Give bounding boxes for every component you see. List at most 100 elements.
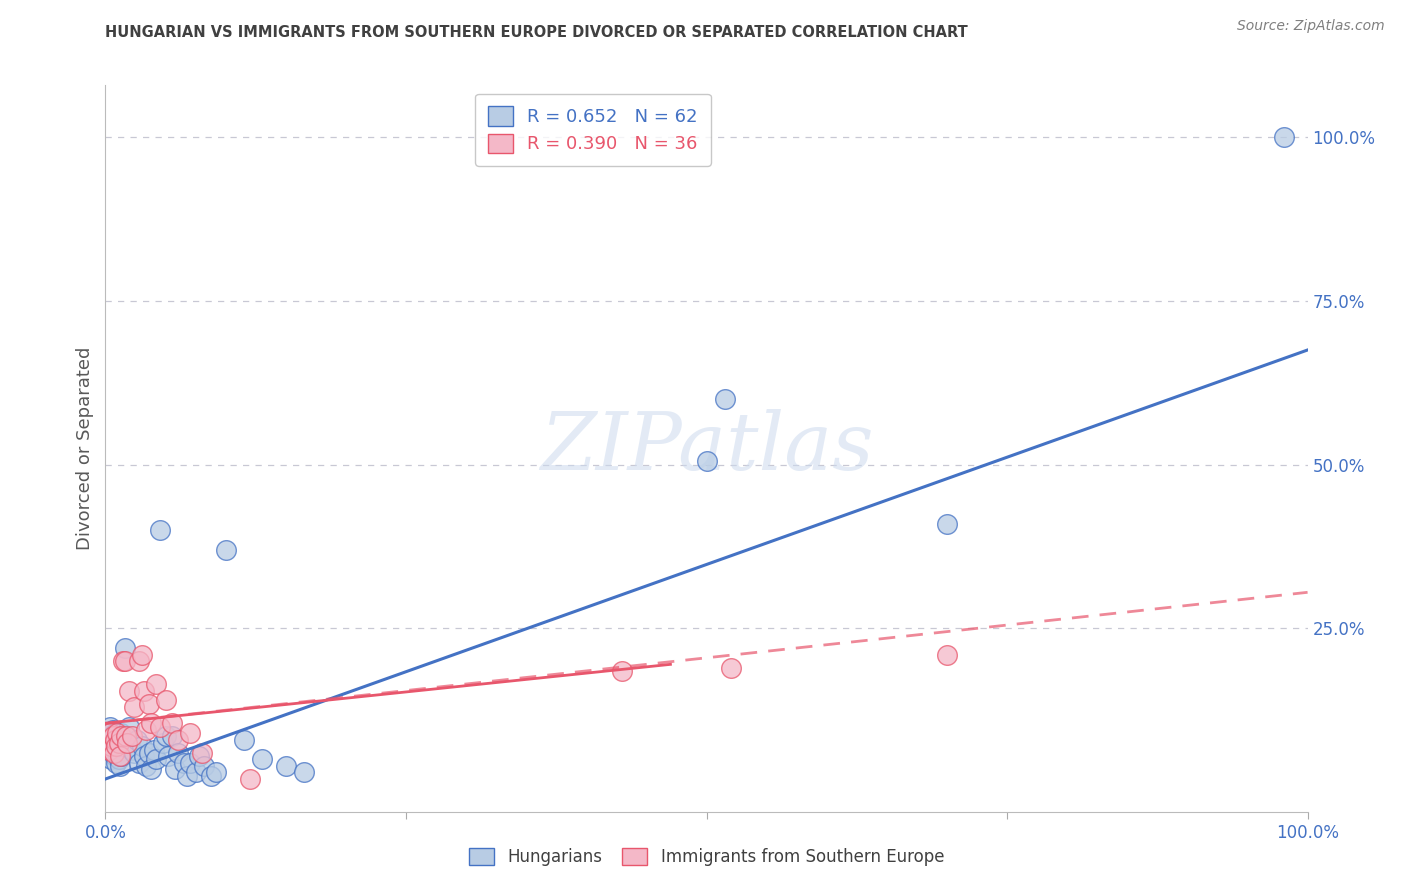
Point xyxy=(179,726,201,740)
Point xyxy=(155,693,177,707)
Point xyxy=(115,730,138,744)
Point xyxy=(720,660,742,674)
Point xyxy=(135,759,157,773)
Text: ZIPatlas: ZIPatlas xyxy=(540,409,873,487)
Point xyxy=(107,736,129,750)
Point xyxy=(156,749,179,764)
Point xyxy=(100,730,122,744)
Point xyxy=(184,765,207,780)
Point xyxy=(110,726,132,740)
Point xyxy=(114,654,136,668)
Point xyxy=(193,759,215,773)
Point xyxy=(145,752,167,766)
Point xyxy=(713,392,735,406)
Point xyxy=(118,720,141,734)
Point xyxy=(166,732,188,747)
Point xyxy=(124,746,146,760)
Point xyxy=(142,742,165,756)
Point xyxy=(107,736,129,750)
Point xyxy=(100,752,122,766)
Point xyxy=(111,739,134,754)
Point xyxy=(124,700,146,714)
Point xyxy=(104,749,127,764)
Text: Source: ZipAtlas.com: Source: ZipAtlas.com xyxy=(1237,19,1385,33)
Point xyxy=(110,730,132,744)
Point xyxy=(274,759,297,773)
Point xyxy=(155,730,177,744)
Point xyxy=(112,736,135,750)
Point xyxy=(138,746,160,760)
Point xyxy=(108,749,131,764)
Point xyxy=(145,677,167,691)
Point xyxy=(128,756,150,770)
Point xyxy=(232,732,254,747)
Point xyxy=(118,683,141,698)
Point xyxy=(104,732,127,747)
Point xyxy=(135,723,157,737)
Point xyxy=(114,640,136,655)
Point xyxy=(125,732,148,747)
Point xyxy=(132,683,155,698)
Point xyxy=(101,730,124,744)
Point xyxy=(148,523,170,537)
Point xyxy=(97,732,120,747)
Point xyxy=(107,730,129,744)
Point xyxy=(239,772,262,786)
Point xyxy=(98,742,121,756)
Point xyxy=(190,746,212,760)
Point xyxy=(173,756,195,770)
Point xyxy=(110,749,132,764)
Point xyxy=(108,732,131,747)
Point xyxy=(131,739,153,754)
Point xyxy=(98,720,121,734)
Point xyxy=(121,730,143,744)
Point xyxy=(165,762,187,776)
Point xyxy=(936,648,959,662)
Point xyxy=(121,742,143,756)
Point xyxy=(139,762,162,776)
Point xyxy=(131,648,153,662)
Point xyxy=(103,742,125,756)
Point xyxy=(103,746,125,760)
Point xyxy=(139,716,162,731)
Point xyxy=(148,720,170,734)
Point xyxy=(105,739,128,754)
Point xyxy=(98,742,121,756)
Text: HUNGARIAN VS IMMIGRANTS FROM SOUTHERN EUROPE DIVORCED OR SEPARATED CORRELATION C: HUNGARIAN VS IMMIGRANTS FROM SOUTHERN EU… xyxy=(105,25,969,40)
Point xyxy=(179,756,201,770)
Point xyxy=(108,759,131,773)
Point xyxy=(107,726,129,740)
Point xyxy=(105,739,128,754)
Point xyxy=(292,765,315,780)
Point xyxy=(101,746,124,760)
Point xyxy=(152,736,174,750)
Point xyxy=(97,732,120,747)
Point xyxy=(112,654,135,668)
Point xyxy=(176,769,198,783)
Point xyxy=(132,749,155,764)
Point xyxy=(160,730,183,744)
Point xyxy=(105,756,128,770)
Point xyxy=(1272,130,1295,145)
Point xyxy=(115,736,138,750)
Point xyxy=(166,746,188,760)
Point xyxy=(101,723,124,737)
Point xyxy=(214,542,236,557)
Point xyxy=(696,454,718,468)
Point xyxy=(200,769,222,783)
Legend: Hungarians, Immigrants from Southern Europe: Hungarians, Immigrants from Southern Eur… xyxy=(463,841,950,872)
Point xyxy=(250,752,273,766)
Point xyxy=(100,739,122,754)
Point xyxy=(107,746,129,760)
Point xyxy=(98,726,121,740)
Point xyxy=(160,716,183,731)
Point xyxy=(612,664,634,678)
Point xyxy=(104,726,127,740)
Point xyxy=(98,739,121,754)
Y-axis label: Divorced or Separated: Divorced or Separated xyxy=(76,347,94,549)
Point xyxy=(936,516,959,531)
Point xyxy=(138,697,160,711)
Point xyxy=(107,752,129,766)
Point xyxy=(188,749,211,764)
Point xyxy=(128,654,150,668)
